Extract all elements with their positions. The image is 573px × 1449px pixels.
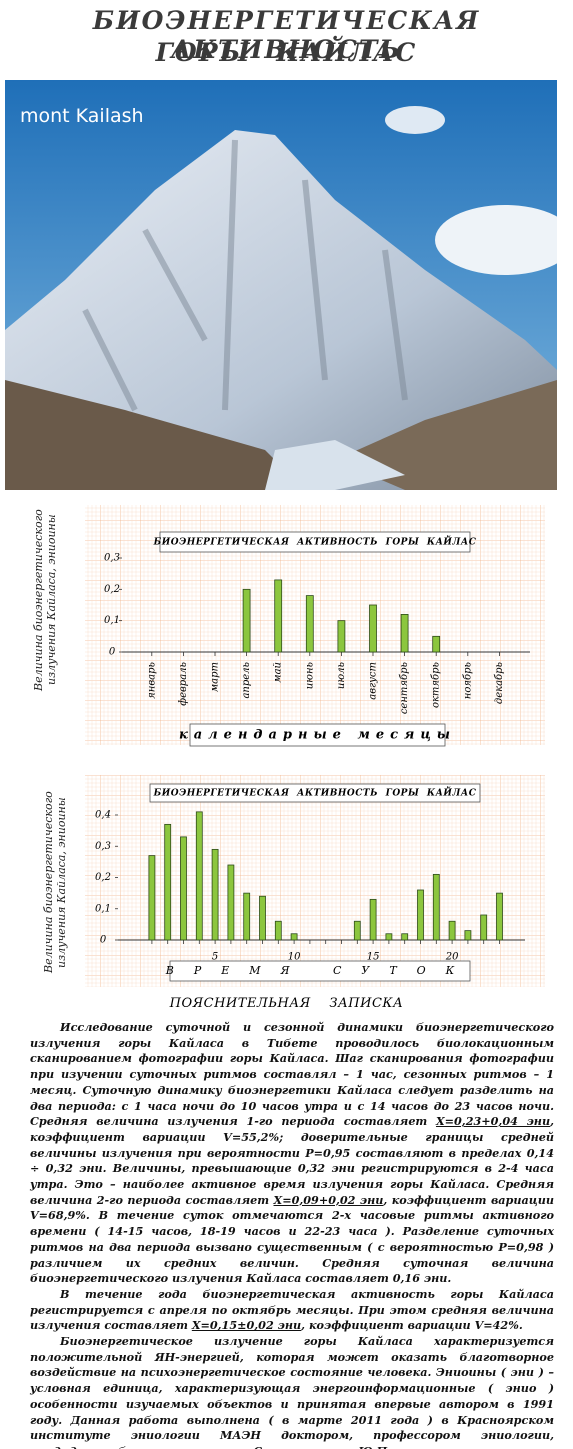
x-tick-label: сентябрь	[399, 662, 410, 714]
y-tick-label: 0,1	[95, 903, 111, 914]
x-tick-label: 10	[288, 952, 301, 963]
x-tick-label: апрель	[241, 662, 252, 699]
x-label-box	[169, 960, 471, 982]
chart: БИОЭНЕРГЕТИЧЕСКАЯ АКТИВНОСТЬ ГОРЫ КАЙЛАС…	[85, 775, 545, 987]
underlined-text: X=0,23+0,04 эни	[435, 1114, 551, 1129]
note-heading: ПОЯСНИТЕЛЬНАЯ ЗАПИСКА	[169, 996, 404, 1011]
chart: БИОЭНЕРГЕТИЧЕСКАЯ АКТИВНОСТЬ ГОРЫ КАЙЛАС…	[85, 505, 545, 747]
photo: mont Kailash	[5, 80, 557, 490]
text-run: Исследование суточной и сезонной динамик…	[30, 1020, 554, 1129]
x-tick-label: 20	[445, 952, 459, 963]
bar	[464, 930, 472, 941]
bar	[401, 933, 409, 941]
bar	[496, 892, 503, 941]
text-run: , коэффициент вариации V=42%.	[301, 1318, 523, 1333]
x-tick-label: март	[210, 662, 221, 692]
bar	[337, 620, 346, 653]
paragraph: В течение года биоэнергетическая активно…	[30, 1287, 554, 1334]
x-tick-label: июнь	[304, 662, 315, 689]
photo-caption: mont Kailash	[20, 105, 144, 127]
x-tick-label: декабрь	[494, 662, 505, 704]
bar	[211, 848, 219, 941]
bar	[195, 811, 203, 941]
bar	[242, 588, 251, 653]
bar	[259, 895, 266, 941]
title-line: БИОЭНЕРГЕТИЧЕСКАЯ АКТИВНОСТЬ	[92, 6, 481, 64]
bar	[417, 889, 424, 941]
chart-title: БИОЭНЕРГЕТИЧЕСКАЯ АКТИВНОСТЬ ГОРЫ КАЙЛАС	[153, 786, 477, 799]
bar	[148, 855, 156, 941]
bar	[448, 920, 456, 941]
underlined-text: X=0,15±0,02 эни	[191, 1318, 302, 1333]
title-line: ГОРЫ КАЙЛАС	[155, 38, 418, 67]
bar	[369, 898, 377, 941]
x-tick-label: февраль	[178, 662, 189, 706]
paragraph: Исследование суточной и сезонной динамик…	[30, 1020, 554, 1287]
x-axis-label: календарные месяцы	[179, 728, 456, 743]
bar	[227, 864, 235, 941]
y-tick-label: 0,2	[95, 872, 111, 883]
bar	[369, 604, 377, 653]
chart-title: БИОЭНЕРГЕТИЧЕСКАЯ АКТИВНОСТЬ ГОРЫ КАЙЛАС	[153, 535, 477, 548]
bar	[243, 892, 251, 941]
x-tick-label: январь	[146, 662, 157, 699]
bar	[305, 595, 314, 653]
title-box	[149, 783, 481, 803]
y-tick-label: 0,3	[95, 841, 111, 852]
bar	[180, 836, 187, 941]
bar	[164, 823, 172, 941]
y-tick-label: 0,2	[104, 584, 120, 595]
y-tick-label: 0	[109, 647, 116, 658]
y-tick-label: 0	[100, 935, 107, 946]
bar	[432, 635, 441, 653]
bar	[480, 914, 488, 941]
title-box	[159, 531, 471, 553]
text-run: , коэффициент вариации V=55,2%; доверите…	[30, 1114, 554, 1207]
text-run: В течение года биоэнергетическая активно…	[30, 1286, 554, 1333]
x-tick-label: 15	[367, 952, 380, 963]
x-tick-label: 5	[212, 952, 218, 963]
x-tick-label: июль	[336, 662, 347, 689]
bar	[274, 579, 283, 653]
x-tick-label: ноябрь	[462, 662, 473, 699]
x-tick-label: октябрь	[431, 662, 442, 708]
text-run: , коэффициент вариации V=68,9%. В течени…	[30, 1192, 554, 1286]
x-label-box	[189, 723, 446, 747]
underlined-text: X=0,09+0,02 эни	[273, 1192, 384, 1207]
y-tick-label: 0,1	[104, 615, 120, 626]
paragraph: Биоэнергетическое излучение горы Кайласа…	[30, 1334, 554, 1449]
bar	[432, 873, 440, 941]
bar	[274, 920, 282, 941]
bar	[353, 920, 361, 941]
note-body: Исследование суточной и сезонной динамик…	[30, 1020, 554, 1449]
x-tick-label: август	[368, 662, 379, 700]
bar	[290, 933, 298, 941]
y-tick-label: 0,4	[95, 810, 111, 821]
y-tick-label: 0,3	[104, 553, 120, 564]
x-tick-label: май	[273, 662, 284, 683]
bar	[385, 933, 393, 941]
x-axis-label: ВРЕМЯ СУТОК	[165, 964, 474, 977]
text-run: Биоэнергетическое излучение горы Кайласа…	[30, 1334, 554, 1449]
bar	[400, 614, 409, 653]
graph-paper	[85, 775, 545, 987]
